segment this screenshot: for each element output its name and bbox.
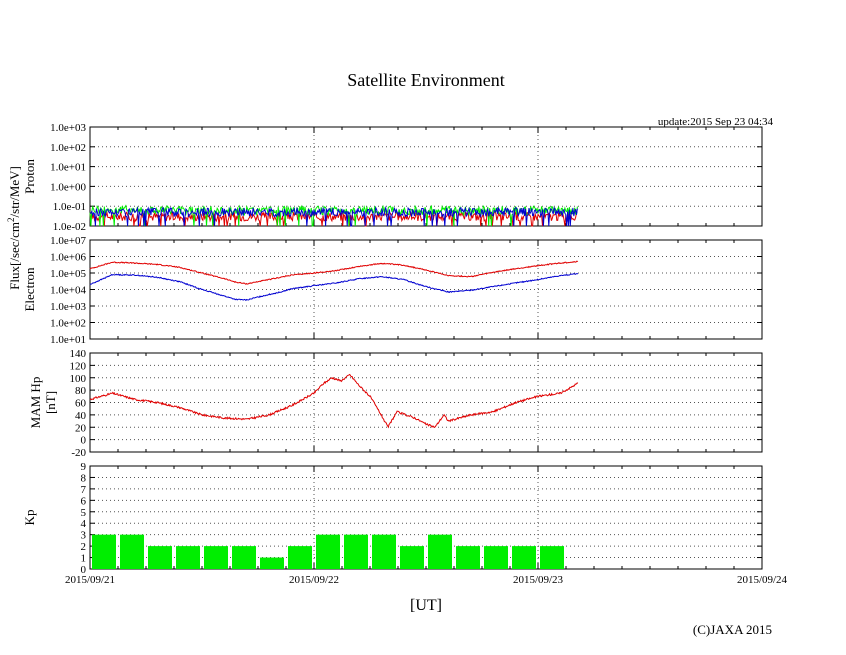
- kp-bar: [400, 546, 424, 569]
- update-timestamp: update:2015 Sep 23 04:34: [658, 116, 774, 128]
- y-tick-label: 9: [81, 461, 87, 473]
- chart-title: Satellite Environment: [347, 70, 504, 90]
- y-tick-label: 40: [75, 410, 87, 422]
- y-tick-label: 5: [81, 507, 87, 519]
- kp-bar: [540, 546, 564, 569]
- kp-bar: [120, 534, 144, 569]
- kp-bar: [316, 534, 340, 569]
- blue-series-line: [89, 205, 578, 227]
- y-tick-label: 6: [81, 495, 87, 507]
- x-tick-label: 2015/09/21: [65, 574, 115, 586]
- y-tick-label: 1.0e+01: [50, 334, 86, 346]
- y-tick-label: 1.0e+00: [50, 181, 86, 193]
- y-axis-label: Electron: [22, 267, 37, 312]
- y-tick-label: 1.0e+03: [50, 301, 86, 313]
- y-tick-label: 1.0e+01: [50, 162, 86, 174]
- y-tick-label: 120: [70, 360, 87, 372]
- panel-electron: 1.0e+07 1.0e+06 1.0e+05 1.0e+04 1.0e+03 1.0e+…: [22, 235, 763, 346]
- kp-bar: [232, 546, 256, 569]
- x-tick-label: 2015/09/22: [289, 574, 339, 586]
- y-tick-label: 1.0e+02: [50, 318, 86, 330]
- y-tick-label: -20: [71, 447, 86, 459]
- y-tick-label: 80: [75, 385, 87, 397]
- copyright: (C)JAXA 2015: [693, 622, 772, 637]
- flux-axis-label: Flux[/sec/cm2/str/MeV]: [6, 166, 22, 290]
- y-tick-label: 140: [70, 348, 87, 360]
- y-tick-label: 1.0e+04: [50, 285, 86, 297]
- y-tick-label: 0: [81, 435, 87, 447]
- y-tick-label: 7: [81, 484, 87, 496]
- y-axis-label: Proton: [22, 159, 37, 194]
- y-tick-label: 1.0e-02: [53, 221, 86, 233]
- y-tick-label: 1.0e+07: [50, 235, 86, 247]
- panel-proton: 1.0e+03 1.0e+02 1.0e+01 1.0e+00 1.0e-01 1.0e-…: [22, 122, 763, 233]
- kp-bar: [92, 534, 116, 569]
- y-tick-label: 1: [81, 553, 87, 565]
- kp-bar: [344, 534, 368, 569]
- y-tick-label: 100: [70, 373, 87, 385]
- kp-bar: [204, 546, 228, 569]
- y-axis-label: MAM Hp: [28, 377, 43, 429]
- kp-bar: [456, 546, 480, 569]
- y-tick-label: 20: [75, 422, 87, 434]
- flux-label-sup: 2: [6, 217, 16, 222]
- y-tick-label: 0: [81, 564, 87, 576]
- red-series-line: [89, 210, 578, 227]
- y-tick-label: 1.0e-01: [53, 201, 86, 213]
- x-tick-label: 2015/09/24: [737, 574, 788, 586]
- y-axis-unit: [nT]: [43, 391, 58, 414]
- flux-label-tail: /str/MeV]: [7, 166, 22, 217]
- y-tick-label: 1.0e+05: [50, 268, 86, 280]
- kp-bar: [512, 546, 536, 569]
- flux-label-head: Flux[/sec/cm: [7, 222, 22, 290]
- red-series-line: [89, 260, 579, 285]
- red-series-line: [89, 373, 579, 429]
- y-tick-label: 4: [81, 518, 87, 530]
- y-tick-label: 1.0e+03: [50, 122, 86, 134]
- y-tick-label: 8: [81, 472, 87, 484]
- y-tick-label: 1.0e+06: [50, 252, 86, 264]
- y-tick-label: 3: [81, 530, 87, 542]
- y-tick-label: 1.0e+02: [50, 142, 86, 154]
- kp-bar: [428, 534, 452, 569]
- kp-bar: [176, 546, 200, 569]
- y-axis-label: Kp: [22, 510, 37, 526]
- x-tick-label: 2015/09/23: [513, 574, 564, 586]
- kp-bar: [288, 546, 312, 569]
- kp-bar: [484, 546, 508, 569]
- kp-bar: [372, 534, 396, 569]
- y-tick-label: 60: [75, 398, 87, 410]
- blue-series-line: [89, 272, 579, 302]
- kp-bar: [148, 546, 172, 569]
- x-tick-labels: 2015/09/21 2015/09/22 2015/09/23 2015/09/24: [65, 574, 788, 586]
- x-axis-label: [UT]: [410, 597, 442, 614]
- kp-bar: [260, 557, 284, 569]
- y-tick-label: 2: [81, 541, 87, 553]
